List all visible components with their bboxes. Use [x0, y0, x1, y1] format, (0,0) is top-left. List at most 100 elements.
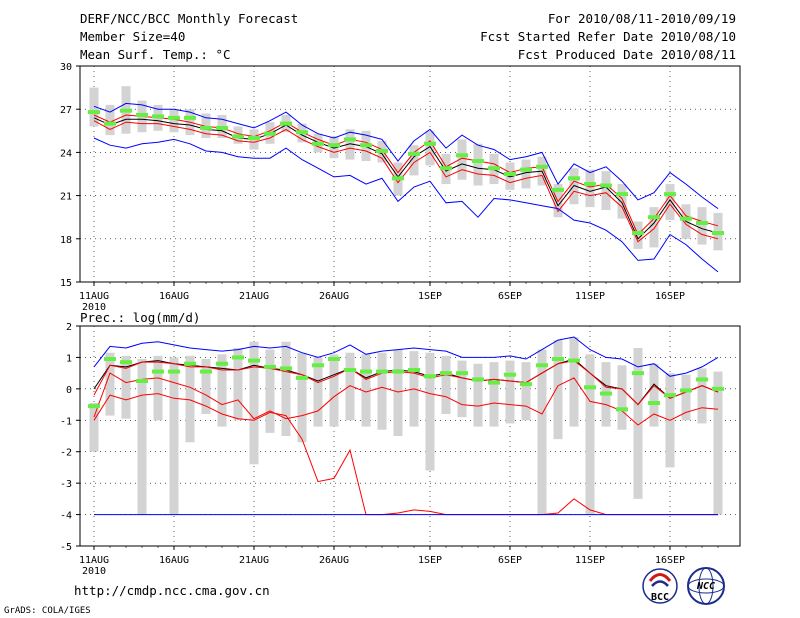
panel2-obs-marker: [584, 385, 596, 390]
panel2-obs-marker: [232, 355, 244, 360]
panel1-spread-bar: [505, 162, 515, 190]
panel2-spread-bar: [361, 354, 371, 427]
source-url[interactable]: http://cmdp.ncc.cma.gov.cn: [74, 583, 270, 598]
bcc-logo: BCC: [642, 568, 678, 604]
panel2-obs-marker: [456, 371, 468, 376]
panel2-ytick-label: -1: [60, 416, 72, 427]
panel2-spread-bar: [569, 337, 579, 427]
panel1-obs-marker: [616, 192, 628, 197]
panel2-xtick-label: 16SEP: [655, 555, 685, 566]
panel2-series-ensemble-max: [93, 336, 719, 377]
panel1-xtick-label: 16SEP: [655, 291, 685, 302]
panel2-ytick-label: 1: [66, 353, 72, 364]
panel1-series-ensemble-max: [93, 102, 719, 210]
panel2-spread-bar: [393, 349, 403, 436]
panel2-obs-marker: [472, 377, 484, 382]
panel1-spread-bar: [201, 113, 211, 138]
panel2-obs-marker: [360, 369, 372, 374]
panel2-spread-bar: [457, 360, 467, 418]
panel2-obs-marker: [136, 379, 148, 383]
panel2-spread-bar: [633, 348, 643, 499]
panel1-obs-marker: [248, 136, 260, 140]
panel2-obs-marker: [680, 388, 692, 393]
panel1-obs-marker: [104, 121, 116, 126]
grads-credit: GrADS: COLA/IGES: [4, 606, 91, 616]
panel1-obs-marker: [536, 164, 548, 169]
panel1-obs-marker: [680, 216, 692, 221]
panel1-ytick-label: 21: [60, 192, 72, 203]
panel1-year-label: 2010: [82, 302, 106, 313]
panel2-xtick-label: 16AUG: [159, 555, 189, 566]
panel2-obs-marker: [328, 357, 340, 361]
panel2-spread-bar: [105, 352, 115, 416]
panel2-spread-bar: [169, 357, 179, 515]
panel2-obs-marker: [376, 369, 388, 374]
chart-title: DERF/NCC/BCC Monthly Forecast: [80, 11, 299, 26]
panel2-obs-marker: [120, 360, 132, 365]
panel2-obs-marker: [264, 364, 276, 369]
panel2-obs-marker: [200, 369, 212, 374]
panel1-spread-bar: [457, 139, 467, 180]
panel2-obs-marker: [392, 369, 404, 374]
panel2-spread-bar: [441, 355, 451, 414]
panel2-ytick-label: -2: [60, 448, 72, 459]
panel1-obs-marker: [296, 130, 308, 135]
panel2-spread-bar: [585, 354, 595, 515]
panel2-xtick-label: 11AUG: [79, 555, 109, 566]
panel1-obs-marker: [568, 176, 580, 181]
panel1-spread-bar: [105, 104, 115, 136]
panel1-ytick-label: 24: [60, 148, 72, 159]
panel2-ytick-label: -4: [60, 511, 72, 522]
panel2-spread-bar: [521, 362, 531, 421]
panel1-spread-bar: [601, 171, 611, 210]
panel2-spread-bar: [121, 355, 131, 419]
fcst-start-date: Fcst Started Refer Date 2010/08/10: [480, 29, 736, 44]
panel2-spread-bar: [313, 357, 323, 427]
panel2-xtick-label: 1SEP: [418, 555, 442, 566]
panel2-spread-bar: [489, 362, 499, 427]
panel1-obs-marker: [456, 153, 468, 158]
panel2-ylabel: Prec.: log(mm/d): [80, 310, 200, 325]
panel1-ytick-label: 27: [60, 105, 72, 116]
panel2-spread-bar: [505, 360, 515, 424]
panel2-obs-marker: [184, 361, 196, 366]
panel1-obs-marker: [200, 125, 212, 130]
panel2-obs-marker: [104, 357, 116, 361]
panel1-obs-marker: [264, 131, 276, 136]
panel2-spread-bar: [649, 363, 659, 427]
panel1-obs-marker: [632, 231, 644, 236]
forecast-period: For 2010/08/11-2010/09/19: [547, 11, 736, 26]
panel2-spread-bar: [681, 374, 691, 421]
panel1-obs-marker: [584, 182, 596, 187]
panel2-obs-marker: [648, 401, 660, 405]
panel2-obs-marker: [216, 361, 228, 366]
panel2-spread-bar: [137, 359, 147, 515]
panel2-obs-marker: [520, 382, 532, 387]
panel1-spread-bar: [473, 143, 483, 186]
panel1-obs-marker: [312, 141, 324, 146]
panel2-obs-marker: [696, 377, 708, 382]
panel2-ytick-label: 0: [66, 385, 72, 396]
panel2-spread-bar: [153, 355, 163, 421]
panel2-obs-marker: [168, 369, 180, 374]
panel2-xtick-label: 21AUG: [239, 555, 269, 566]
panel1-obs-marker: [136, 112, 148, 117]
panel1-obs-marker: [696, 220, 708, 225]
panel2-obs-marker: [248, 358, 260, 363]
panel2-obs-marker: [440, 371, 452, 376]
panel1-obs-marker: [392, 176, 404, 181]
panel2-obs-marker: [344, 368, 356, 372]
panel1-series-lower: [93, 120, 719, 243]
panel2-spread-bar: [345, 352, 355, 421]
panel2-spread-bar: [617, 365, 627, 430]
panel2-obs-marker: [632, 371, 644, 376]
panel2-series-upper-red: [93, 360, 719, 406]
panel1-obs-marker: [520, 167, 532, 172]
panel1-obs-marker: [168, 115, 180, 120]
panel1-obs-marker: [488, 166, 500, 171]
ncc-logo-text: NCC: [696, 581, 715, 592]
panel1-xtick-label: 1SEP: [418, 291, 442, 302]
panel1-obs-marker: [88, 110, 100, 115]
panel1-spread-bar: [585, 169, 595, 208]
